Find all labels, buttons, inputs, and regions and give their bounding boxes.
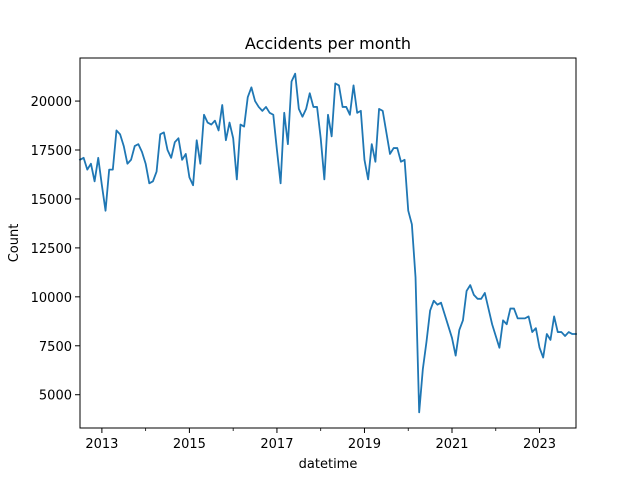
y-axis-title: Count [7,224,22,263]
plot-data-layer [78,72,577,414]
x-tick-label: 2017 [260,437,293,452]
y-tick-label: 15000 [31,193,72,208]
axis-ticks-layer: 2013 2015 2017 2019 2021 2023 5000 7500 10000 125… [31,95,556,452]
chart-title: Accidents per month [245,34,411,53]
x-tick-label: 2013 [85,437,118,452]
y-tick-label: 17500 [31,144,72,159]
x-axis-title: datetime [299,457,358,472]
y-tick-label: 12500 [31,242,72,257]
x-tick-label: 2019 [348,437,381,452]
plot-frame [79,57,577,429]
x-tick-label: 2021 [435,437,468,452]
y-tick-label: 20000 [31,95,72,110]
x-tick-label: 2023 [523,437,556,452]
x-tick-label: 2015 [173,437,206,452]
series-line-0 [78,72,577,414]
y-tick-label: 10000 [31,291,72,306]
y-tick-label: 7500 [39,340,72,355]
y-tick-label: 5000 [39,389,72,404]
